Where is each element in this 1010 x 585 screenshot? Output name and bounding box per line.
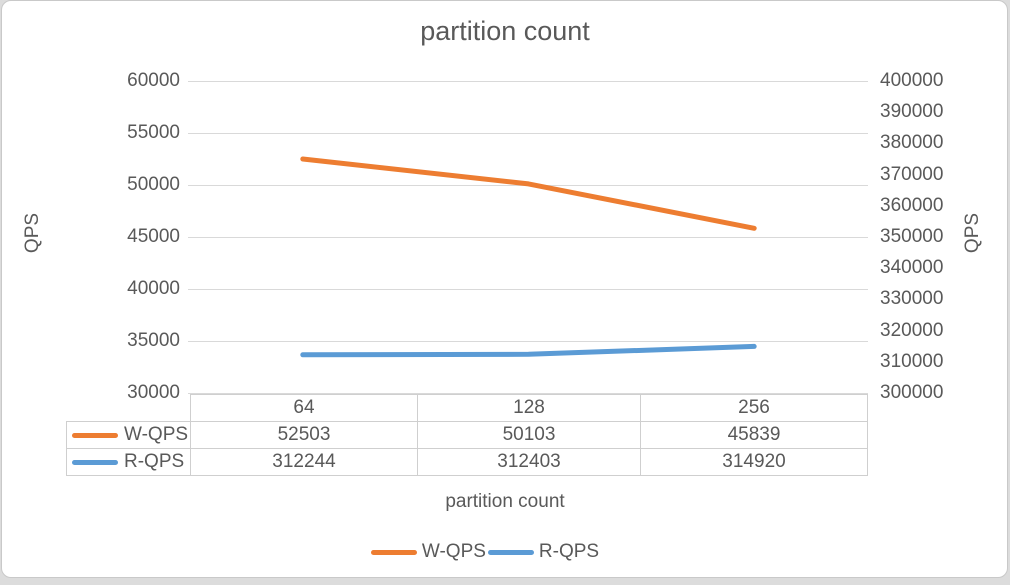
left-axis-tick-label: 55000 bbox=[127, 122, 180, 143]
value-cell: 312403 bbox=[417, 448, 641, 476]
right-axis-tick-label: 320000 bbox=[880, 319, 944, 341]
value-cell: 45839 bbox=[640, 421, 868, 449]
value-cell: 50103 bbox=[417, 421, 641, 449]
right-axis-tick-label: 380000 bbox=[880, 132, 944, 154]
series-key: W-QPS bbox=[67, 424, 190, 446]
series-key-cell: R-QPS bbox=[66, 448, 191, 476]
gridline bbox=[188, 236, 868, 238]
gridline bbox=[188, 340, 868, 342]
chart-title: partition count bbox=[420, 16, 590, 46]
series-name-label: W-QPS bbox=[124, 424, 189, 445]
gridline bbox=[188, 80, 868, 82]
series-line-r-qps bbox=[300, 343, 757, 358]
series-key-cell: W-QPS bbox=[66, 421, 191, 449]
gridline bbox=[188, 132, 868, 134]
series-line-swatch bbox=[72, 459, 118, 465]
value-cell: 52503 bbox=[190, 421, 418, 449]
right-axis-tick-label: 340000 bbox=[880, 257, 944, 279]
legend-item-w-qps: W-QPS bbox=[370, 541, 486, 563]
left-axis-tick-label: 45000 bbox=[127, 226, 180, 247]
right-axis-tick-label: 370000 bbox=[880, 163, 944, 185]
left-axis-tick-label: 30000 bbox=[127, 382, 180, 403]
legend-swatch bbox=[370, 549, 417, 555]
category-header-cell: 256 bbox=[640, 394, 868, 422]
data-table: 64 128 256 W-QPS 52503 50103 45839 R-QPS 312244 3… bbox=[66, 394, 868, 476]
x-axis-title: partition count bbox=[445, 491, 565, 512]
left-axis-tick-label: 60000 bbox=[127, 70, 180, 91]
legend-swatch bbox=[487, 549, 534, 555]
category-header-cell: 64 bbox=[190, 394, 418, 422]
right-axis-tick-label: 390000 bbox=[880, 101, 944, 123]
category-header-cell: 128 bbox=[417, 394, 641, 422]
gridline bbox=[188, 288, 868, 290]
right-axis-tick-label: 350000 bbox=[880, 226, 944, 247]
table-corner-blank bbox=[67, 395, 191, 422]
left-axis-tick-label: 50000 bbox=[127, 174, 180, 195]
left-axis-tick-label: 40000 bbox=[127, 278, 180, 299]
left-axis-title: QPS bbox=[22, 212, 43, 254]
value-cell: 312244 bbox=[190, 448, 418, 476]
right-axis-tick-label: 310000 bbox=[880, 350, 944, 372]
series-line-swatch bbox=[72, 432, 118, 438]
right-axis-tick-label: 300000 bbox=[880, 382, 944, 403]
legend-label: W-QPS bbox=[421, 541, 486, 562]
legend: W-QPS R-QPS bbox=[0, 541, 990, 563]
series-line-w-qps bbox=[300, 156, 757, 231]
right-axis-tick-label: 360000 bbox=[880, 194, 944, 216]
table-row: W-QPS 52503 50103 45839 bbox=[66, 421, 868, 449]
table-header-row: 64 128 256 bbox=[67, 394, 868, 422]
left-axis-tick-label: 35000 bbox=[127, 330, 180, 351]
right-axis-tick-label: 400000 bbox=[880, 70, 944, 91]
series-key: R-QPS bbox=[67, 451, 190, 473]
series-name-label: R-QPS bbox=[124, 451, 185, 472]
table-row: R-QPS 312244 312403 314920 bbox=[66, 448, 868, 476]
value-cell: 314920 bbox=[640, 448, 868, 476]
legend-item-r-qps: R-QPS bbox=[487, 541, 600, 563]
plot-area bbox=[300, 156, 757, 358]
right-axis-tick-label: 330000 bbox=[880, 288, 944, 310]
legend-label: R-QPS bbox=[538, 541, 600, 562]
gridline bbox=[188, 392, 868, 394]
